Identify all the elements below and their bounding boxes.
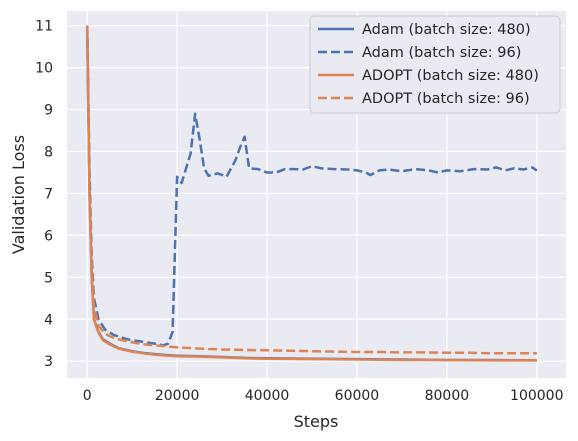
x-tick-label: 40000: [245, 388, 290, 404]
x-tick-label: 0: [83, 388, 92, 404]
y-tick-label: 4: [44, 312, 53, 328]
y-tick-label: 6: [44, 228, 53, 244]
legend-box: [309, 15, 561, 114]
y-tick-label: 9: [44, 103, 53, 119]
y-axis-label: Validation Loss: [9, 135, 28, 254]
legend-label-adam-96: Adam (batch size: 96): [362, 45, 521, 61]
y-tick-label: 10: [35, 61, 53, 77]
x-axis-label: Steps: [294, 412, 339, 431]
x-tick-label: 80000: [425, 388, 470, 404]
y-tick-label: 8: [44, 145, 53, 161]
series-layer: [85, 25, 538, 362]
series-line-1: [85, 25, 538, 347]
legend: Adam (batch size: 480) Adam (batch size:…: [309, 15, 561, 114]
x-tick-labels: 0 20000 40000 60000 80000 100000: [83, 388, 564, 404]
x-tick-label: 20000: [155, 388, 200, 404]
y-tick-label: 11: [35, 19, 53, 35]
legend-label-adam-480: Adam (batch size: 480): [362, 22, 531, 38]
legend-label-adopt-96: ADOPT (batch size: 96): [362, 91, 530, 107]
y-tick-label: 3: [44, 354, 53, 370]
y-tick-label: 5: [44, 270, 53, 286]
series-line-3: [85, 25, 537, 355]
x-tick-label: 100000: [510, 388, 563, 404]
y-tick-label: 7: [44, 186, 53, 202]
series-line-2: [85, 25, 537, 362]
y-tick-labels: 3 4 5 6 7 8 9 10 11: [35, 19, 53, 371]
x-tick-label: 60000: [335, 388, 380, 404]
legend-label-adopt-480: ADOPT (batch size: 480): [362, 68, 539, 84]
